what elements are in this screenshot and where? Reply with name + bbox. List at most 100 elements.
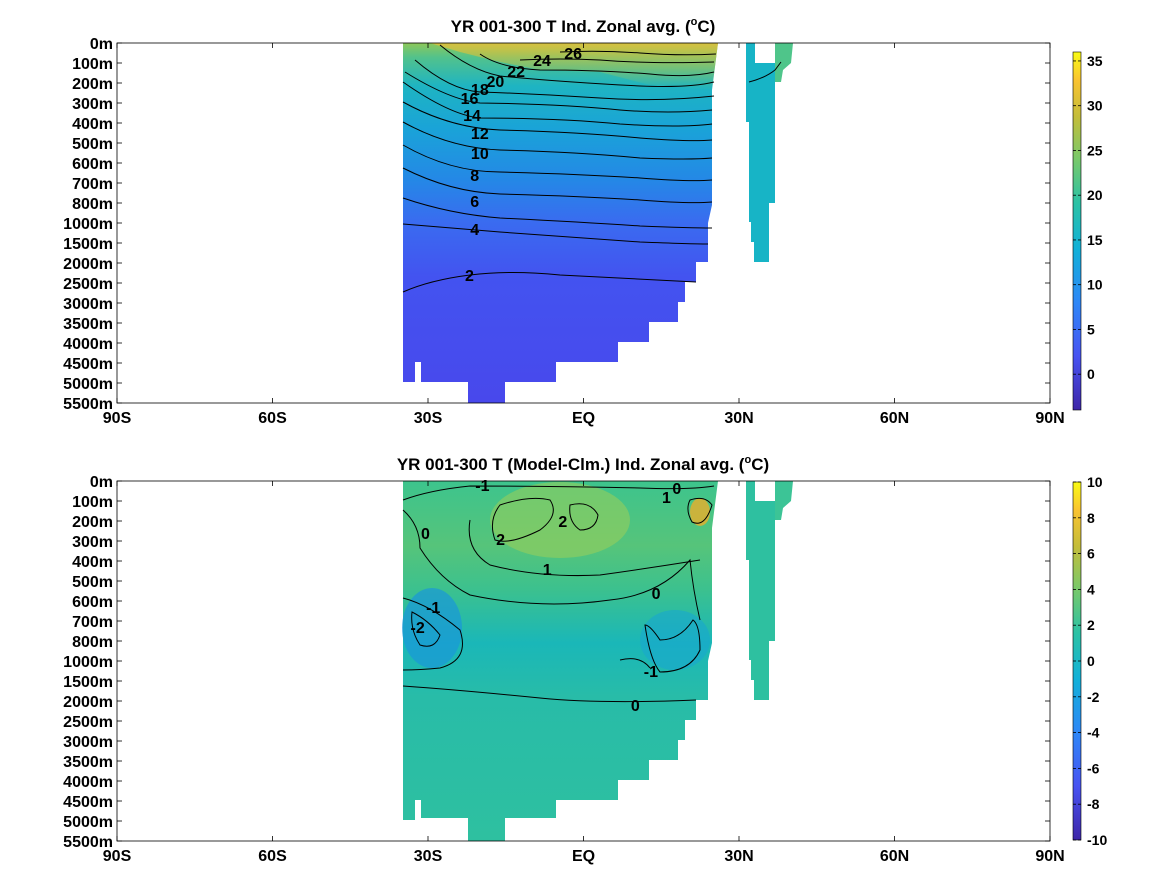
contour-label: 2 bbox=[558, 514, 567, 531]
colorbar-gradient bbox=[1072, 51, 1082, 411]
colorbar-tick-label: 0 bbox=[1087, 366, 1095, 382]
y-tick-label: 1000m bbox=[63, 654, 113, 671]
ocean-section-main bbox=[403, 43, 718, 403]
y-tick-label: 1000m bbox=[63, 216, 113, 233]
y-tick-label: 500m bbox=[72, 574, 113, 591]
x-tick-label: 60N bbox=[880, 848, 909, 865]
y-tick-label: 200m bbox=[72, 514, 113, 531]
ocean-section-north-2 bbox=[775, 43, 793, 82]
ocean-section-north-1 bbox=[746, 481, 775, 700]
y-tick-label: 700m bbox=[72, 614, 113, 631]
colorbar-tick-label: 30 bbox=[1087, 98, 1103, 114]
cold-anomaly-west bbox=[402, 588, 462, 668]
title-main: YR 001-300 T (Model-Clm.) Ind. Zonal avg… bbox=[397, 455, 745, 474]
field-fill bbox=[402, 481, 793, 841]
contour-label: -1 bbox=[644, 664, 658, 681]
cold-anomaly-east bbox=[640, 610, 710, 670]
warm-anomaly-ne bbox=[690, 498, 710, 526]
y-tick-label: 3500m bbox=[63, 316, 113, 333]
x-tick-label: 30N bbox=[724, 410, 753, 427]
y-tick-label: 100m bbox=[72, 494, 113, 511]
x-tick-label: 60N bbox=[880, 410, 909, 427]
y-tick-label: 300m bbox=[72, 96, 113, 113]
contour-label: 1 bbox=[662, 490, 671, 507]
y-tick-label: 2500m bbox=[63, 714, 113, 731]
y-tick-label: 300m bbox=[72, 534, 113, 551]
colorbar-tick-label: 10 bbox=[1087, 474, 1103, 490]
colorbar-tick-label: 6 bbox=[1087, 546, 1095, 562]
y-tick-label: 2000m bbox=[63, 256, 113, 273]
y-tick-label: 3000m bbox=[63, 296, 113, 313]
contour-label: 24 bbox=[533, 53, 551, 70]
colorbar-tick-label: 15 bbox=[1087, 232, 1103, 248]
contour-label: 1 bbox=[543, 562, 552, 579]
contour-label: 26 bbox=[564, 46, 582, 63]
y-tick-label: 0m bbox=[90, 474, 113, 491]
contour-label: -1 bbox=[475, 478, 489, 495]
contour-label: 2 bbox=[496, 532, 505, 549]
colorbar-tick-label: 5 bbox=[1087, 321, 1095, 337]
y-tick-label: 5500m bbox=[63, 834, 113, 851]
colorbar-tick-label: 20 bbox=[1087, 187, 1103, 203]
x-axis: 90S 60S 30S EQ 30N 60N 90N bbox=[103, 43, 1065, 427]
y-tick-label: 600m bbox=[72, 594, 113, 611]
y-tick-label: 800m bbox=[72, 196, 113, 213]
title-end: C) bbox=[697, 17, 715, 36]
colorbar-ticks: 35 30 25 20 15 10 5 0 bbox=[1073, 53, 1103, 382]
y-tick-label: 5000m bbox=[63, 814, 113, 831]
contour-label: 4 bbox=[470, 222, 479, 239]
y-tick-label: 600m bbox=[72, 156, 113, 173]
colorbar-ticks: 10 8 6 4 2 0 -2 -4 -6 -8 -10 bbox=[1073, 474, 1107, 848]
y-tick-label: 0m bbox=[90, 36, 113, 53]
x-tick-label: 30S bbox=[414, 410, 443, 427]
contour-label: 8 bbox=[470, 168, 479, 185]
ocean-section-north-1 bbox=[746, 43, 775, 262]
contour-label: 20 bbox=[486, 74, 504, 91]
x-tick-label: EQ bbox=[572, 410, 595, 427]
y-axis: 0m 100m 200m 300m 400m 500m 600m 700m 800m 1000m 1… bbox=[63, 36, 1050, 413]
contour-lines bbox=[402, 44, 782, 293]
title-end: C) bbox=[751, 455, 769, 474]
y-tick-label: 700m bbox=[72, 176, 113, 193]
y-tick-label: 5000m bbox=[63, 376, 113, 393]
colorbar-tick-label: 35 bbox=[1087, 53, 1103, 69]
warm-surface-layer bbox=[430, 43, 718, 90]
colorbar: 35 30 25 20 15 10 5 0 bbox=[1072, 51, 1103, 411]
panel-title: YR 001-300 T (Model-Clm.) Ind. Zonal avg… bbox=[397, 454, 769, 474]
y-tick-label: 4500m bbox=[63, 794, 113, 811]
title-superscript: o bbox=[744, 454, 751, 466]
colorbar-tick-label: 8 bbox=[1087, 510, 1095, 526]
colorbar-tick-label: 0 bbox=[1087, 653, 1095, 669]
x-tick-label: 90S bbox=[103, 410, 132, 427]
colorbar-tick-label: 4 bbox=[1087, 581, 1095, 597]
x-tick-label: 90S bbox=[103, 848, 132, 865]
contour-label: 0 bbox=[672, 481, 681, 498]
contour-lines bbox=[402, 485, 715, 703]
warm-anomaly bbox=[490, 482, 630, 558]
contour-label: 0 bbox=[631, 698, 640, 715]
x-tick-label: 30N bbox=[724, 848, 753, 865]
contour-label: 18 bbox=[471, 82, 489, 99]
colorbar-tick-label: -8 bbox=[1087, 796, 1100, 812]
x-axis: 90S 60S 30S EQ 30N 60N 90N bbox=[103, 481, 1065, 865]
y-tick-label: 2000m bbox=[63, 694, 113, 711]
contour-label: -2 bbox=[411, 620, 425, 637]
y-tick-label: 5500m bbox=[63, 396, 113, 413]
colorbar-tick-label: -4 bbox=[1087, 725, 1100, 741]
y-tick-label: 1500m bbox=[63, 674, 113, 691]
colorbar: 10 8 6 4 2 0 -2 -4 -6 -8 -10 bbox=[1072, 474, 1107, 848]
y-tick-label: 2500m bbox=[63, 276, 113, 293]
y-tick-label: 4000m bbox=[63, 336, 113, 353]
x-tick-label: EQ bbox=[572, 848, 595, 865]
y-tick-label: 3000m bbox=[63, 734, 113, 751]
contour-label: 10 bbox=[471, 146, 489, 163]
x-tick-label: 60S bbox=[258, 848, 287, 865]
contour-label: 2 bbox=[465, 268, 474, 285]
x-tick-label: 30S bbox=[414, 848, 443, 865]
panel-title: YR 001-300 T Ind. Zonal avg. (oC) bbox=[451, 16, 716, 36]
panel-temperature-difference: YR 001-300 T (Model-Clm.) Ind. Zonal avg… bbox=[63, 454, 1107, 865]
y-tick-label: 500m bbox=[72, 136, 113, 153]
